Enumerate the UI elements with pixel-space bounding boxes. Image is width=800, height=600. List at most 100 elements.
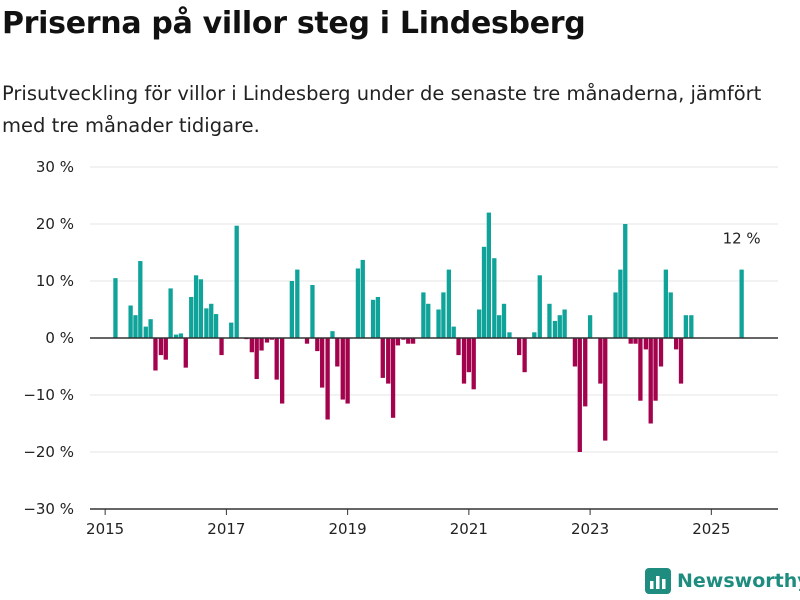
- bar: [183, 338, 188, 368]
- bar: [148, 319, 153, 338]
- bar-chart: 30 % 20 % 10 % 0 % −10 % −20 % −30 % 2015 2017 20…: [23, 158, 778, 538]
- labels: 30 % 20 % 10 % 0 % −10 % −20 % −30 % 2015 2017 20…: [23, 158, 760, 538]
- bar: [461, 338, 467, 384]
- bar: [638, 338, 643, 401]
- bar: [552, 320, 558, 338]
- brand-name: Newsworthy: [677, 570, 800, 592]
- bar: [507, 332, 512, 338]
- bar: [486, 212, 492, 338]
- bar: [138, 261, 143, 338]
- bar: [658, 338, 664, 367]
- bar: [628, 338, 633, 344]
- bar: [178, 333, 184, 338]
- bar: [335, 338, 340, 367]
- bar: [674, 338, 679, 350]
- bar: [304, 338, 310, 344]
- bar: [497, 315, 502, 338]
- bar: [128, 305, 133, 338]
- gridlines: [90, 166, 778, 453]
- bar: [401, 338, 406, 340]
- bar: [471, 338, 476, 390]
- bar: [522, 338, 527, 373]
- bar: [517, 338, 522, 356]
- bar: [168, 288, 173, 338]
- bar: [163, 338, 168, 360]
- x-tick-label: 2019: [329, 520, 367, 538]
- bar: [113, 278, 118, 338]
- bar: [466, 338, 472, 373]
- bar: [219, 338, 224, 356]
- x-tick-label: 2025: [692, 520, 730, 538]
- bar: [436, 309, 441, 338]
- bar: [668, 292, 673, 338]
- bar: [370, 299, 376, 338]
- bar: [158, 338, 164, 356]
- bar: [133, 315, 138, 338]
- bar: [315, 338, 320, 352]
- bar: [173, 334, 179, 338]
- bar: [390, 338, 396, 418]
- bar: [583, 338, 588, 407]
- bar: [532, 332, 537, 338]
- bar: [209, 303, 214, 338]
- x-tick-label: 2015: [86, 520, 124, 538]
- bar: [477, 309, 482, 338]
- bar: [355, 268, 361, 338]
- bar: [274, 338, 279, 380]
- bar: [289, 281, 295, 338]
- y-tick-label: −30 %: [23, 500, 74, 518]
- bar: [678, 338, 684, 384]
- bar: [264, 338, 270, 343]
- bar: [618, 269, 623, 338]
- brand-logo: Newsworthy: [645, 568, 800, 594]
- y-tick-label: 0 %: [45, 329, 74, 347]
- bar: [410, 338, 416, 344]
- bar: [386, 338, 391, 384]
- bar: [587, 315, 593, 338]
- bar: [653, 338, 658, 401]
- bar: [603, 338, 608, 441]
- bar: [441, 292, 446, 338]
- bar: [345, 338, 350, 404]
- bar: [446, 269, 452, 338]
- bar: [613, 292, 618, 338]
- y-tick-label: −10 %: [23, 386, 74, 404]
- bar-chart-logo-icon: [645, 568, 671, 594]
- bar: [633, 338, 638, 344]
- bar: [143, 326, 148, 338]
- bar: [577, 338, 582, 452]
- bar: [213, 314, 219, 338]
- bar: [689, 315, 694, 338]
- bar: [280, 338, 285, 404]
- bar: [198, 279, 204, 338]
- bar: [426, 303, 431, 338]
- bar: [481, 246, 487, 338]
- bar: [562, 309, 567, 338]
- bar: [739, 269, 744, 338]
- bar: [320, 338, 325, 388]
- bar: [395, 338, 401, 346]
- bar: [330, 331, 335, 338]
- bar: [406, 338, 411, 344]
- bar: [380, 338, 385, 378]
- bar: [193, 275, 199, 338]
- bar: [537, 275, 542, 338]
- bar: [204, 308, 209, 338]
- y-tick-label: −20 %: [23, 443, 74, 461]
- bar: [648, 338, 653, 424]
- bar: [683, 315, 689, 338]
- bar: [375, 296, 381, 338]
- bar: [340, 338, 345, 400]
- latest-value-label: 12 %: [723, 230, 761, 248]
- bar: [598, 338, 603, 384]
- x-tick-label: 2021: [450, 520, 488, 538]
- bar: [643, 338, 649, 350]
- bar: [421, 292, 426, 338]
- bar: [249, 338, 254, 353]
- chart-subtitle: Prisutveckling för villor i Lindesberg u…: [2, 82, 762, 137]
- y-tick-label: 20 %: [36, 215, 74, 233]
- x-tick-label: 2017: [207, 520, 245, 538]
- bar: [254, 338, 259, 380]
- bar: [234, 225, 239, 338]
- y-tick-label: 10 %: [36, 272, 74, 290]
